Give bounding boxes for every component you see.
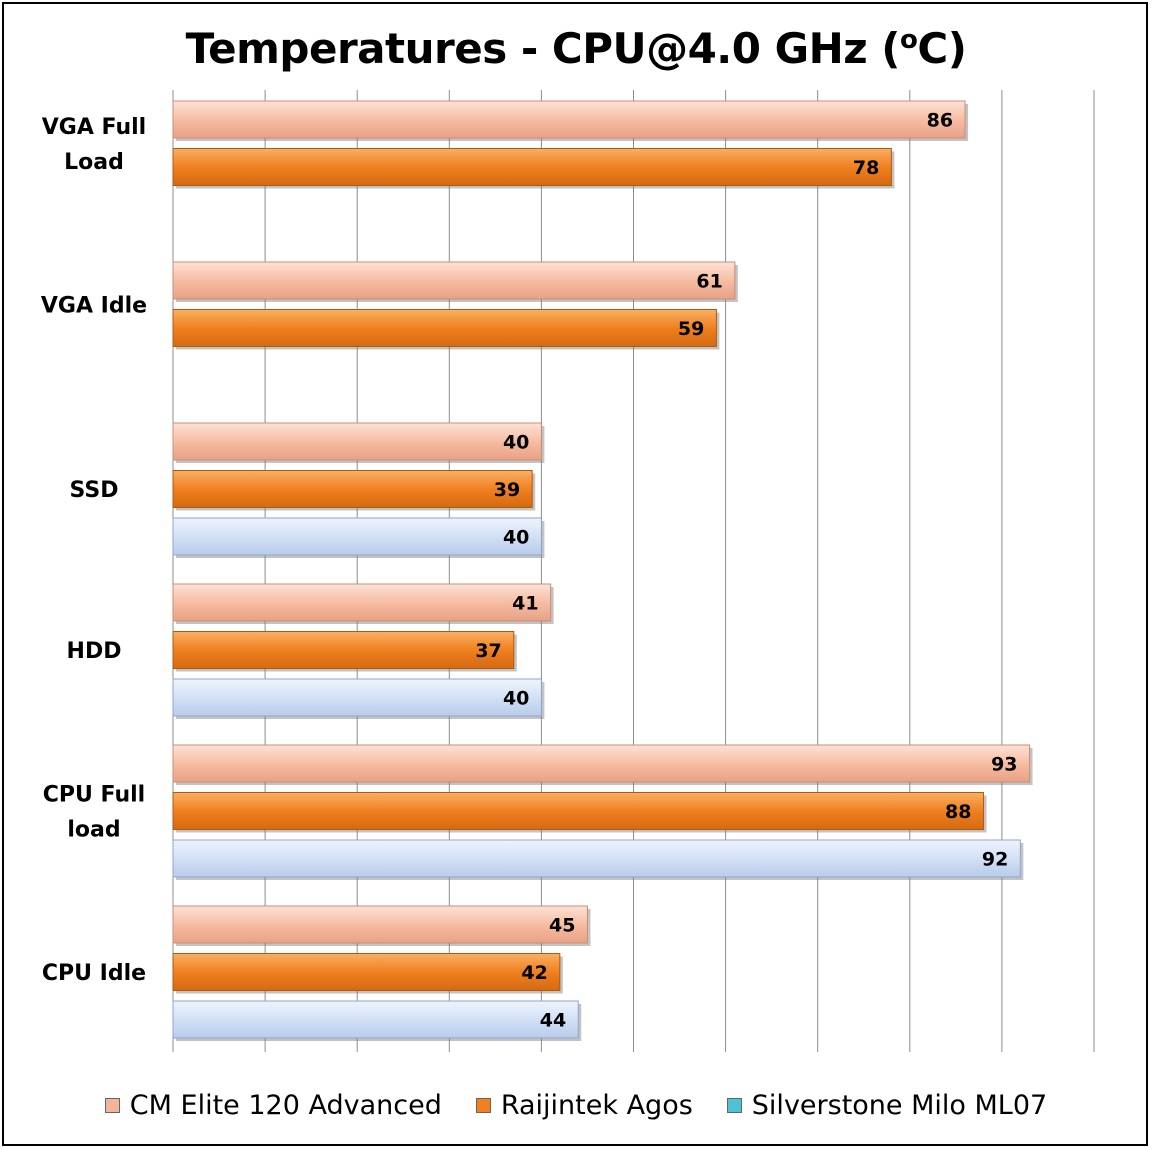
legend-label: CM Elite 120 Advanced	[129, 1090, 442, 1121]
data-label: 37	[475, 640, 501, 662]
legend-item: Silverstone Milo ML07	[726, 1090, 1048, 1121]
category-label: HDD	[67, 639, 122, 664]
data-label: 45	[549, 915, 575, 937]
bar	[172, 517, 542, 556]
category-label: VGA Idle	[41, 293, 147, 318]
data-label: 78	[853, 157, 879, 179]
category-label: VGA Full	[42, 115, 146, 140]
legend-item: CM Elite 120 Advanced	[104, 1090, 442, 1121]
legend-item: Raijintek Agos	[475, 1090, 693, 1121]
category-label: Load	[64, 150, 124, 175]
bar	[172, 422, 542, 461]
data-label: 61	[696, 271, 722, 293]
data-label: 40	[503, 688, 529, 710]
bar	[172, 953, 561, 991]
data-label: 88	[945, 801, 971, 823]
data-label: 39	[494, 479, 520, 501]
bar	[172, 631, 515, 669]
chart-title: Temperatures - CPU@4.0 GHz (oC)	[185, 24, 967, 73]
legend-swatch	[726, 1098, 742, 1113]
data-label: 92	[982, 849, 1008, 871]
data-label: 41	[512, 593, 538, 615]
bar	[172, 1000, 579, 1039]
data-label: 44	[540, 1010, 566, 1032]
bar	[172, 100, 966, 139]
data-label: 86	[927, 110, 953, 132]
bar	[172, 744, 1031, 783]
bar	[172, 678, 542, 717]
legend-swatch	[104, 1098, 120, 1113]
labels: VGA Full Load 86 78 VGA Idle 61 59 SSD 40 39 40 HDD…	[41, 110, 1018, 1032]
category-label: load	[67, 818, 120, 843]
legend: CM Elite 120 Advanced Raijintek Agos Silve…	[0, 1090, 1152, 1121]
data-label: 42	[521, 962, 547, 984]
legend-label: Silverstone Milo ML07	[751, 1090, 1048, 1121]
bar	[172, 792, 984, 830]
bar	[172, 839, 1021, 878]
bar	[172, 583, 552, 622]
category-label: CPU Full	[43, 783, 145, 808]
data-label: 93	[991, 754, 1017, 776]
bar	[172, 309, 717, 347]
bar	[172, 148, 892, 186]
legend-swatch	[475, 1098, 491, 1113]
bars	[172, 100, 1033, 1041]
bar	[172, 470, 533, 508]
legend-label: Raijintek Agos	[500, 1090, 693, 1121]
gridlines	[172, 90, 1095, 1052]
data-label: 59	[678, 318, 704, 340]
data-label: 40	[503, 527, 529, 549]
category-label: CPU Idle	[42, 961, 146, 986]
bar	[172, 261, 736, 300]
bar	[172, 905, 588, 944]
data-label: 40	[503, 432, 529, 454]
category-label: SSD	[70, 478, 119, 503]
